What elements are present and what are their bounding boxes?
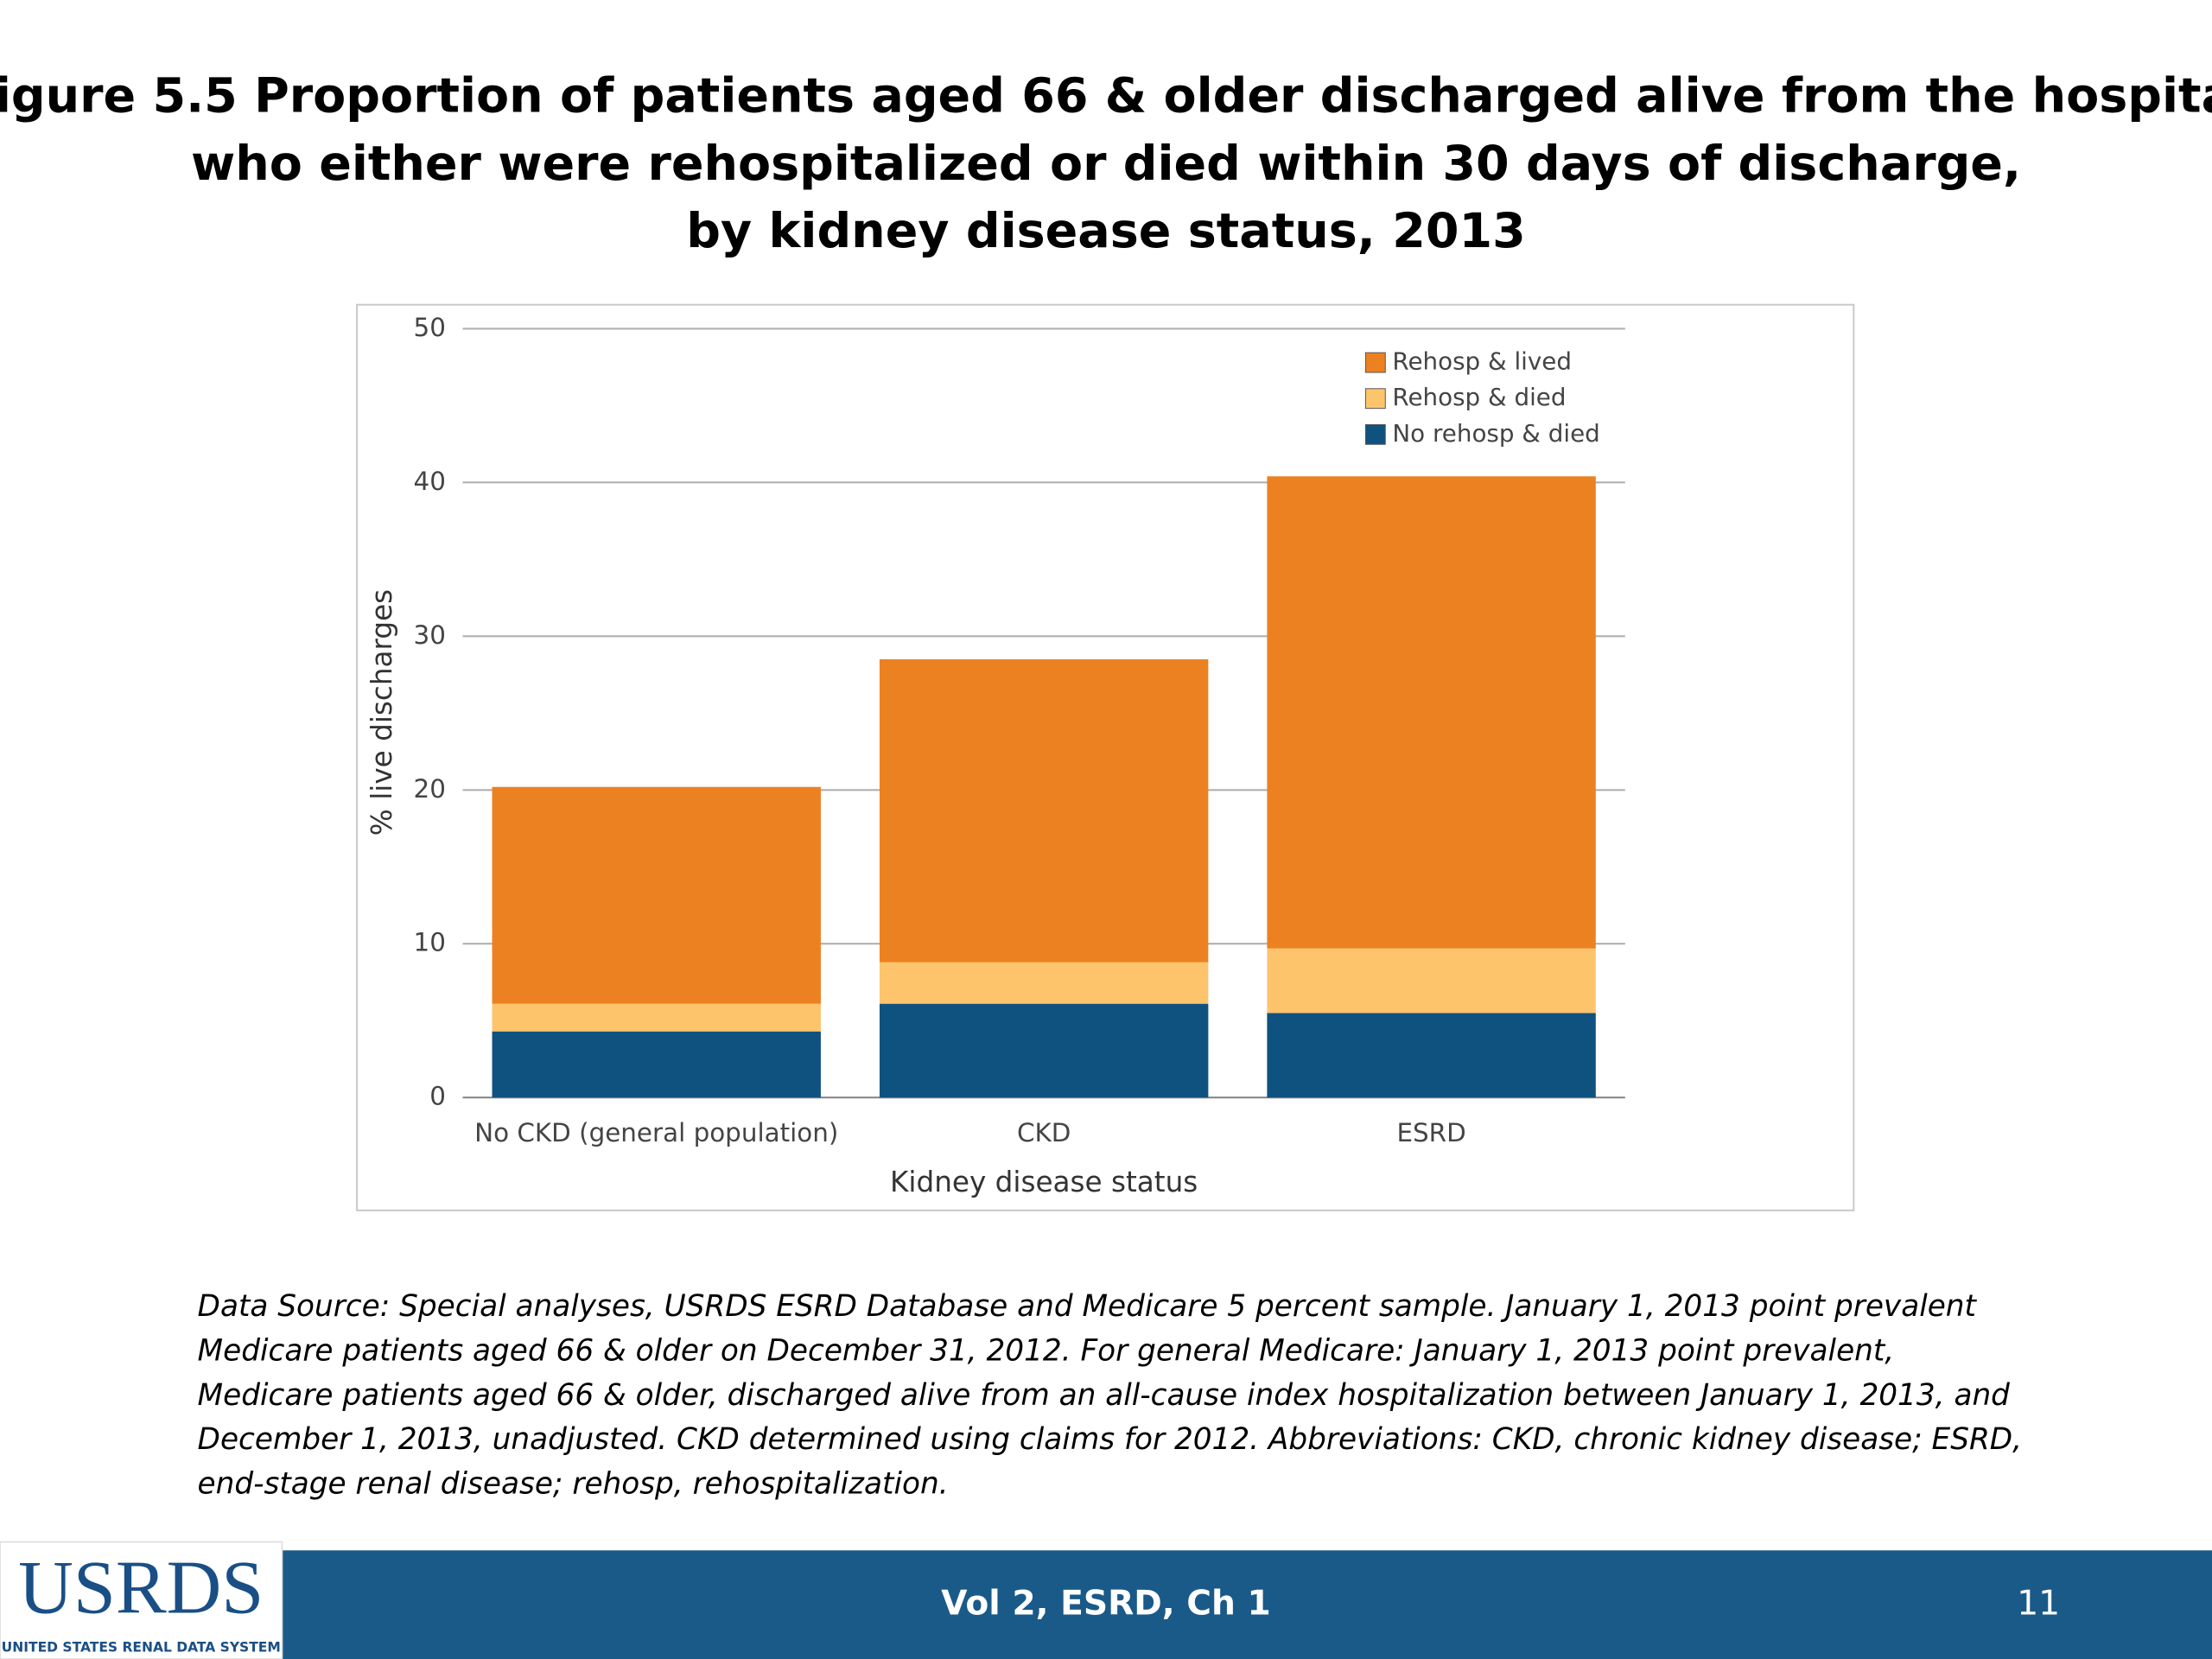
- x-tick-label: No CKD (general population): [474, 1118, 838, 1147]
- y-tick-label: 40: [414, 467, 446, 496]
- legend-label: Rehosp & died: [1392, 383, 1566, 411]
- bar-segment: [1267, 1013, 1596, 1098]
- legend-swatch: [1364, 423, 1386, 445]
- chart-title: who either were rehospitalized or died w…: [191, 136, 2021, 192]
- logo-box: [0, 1541, 283, 1659]
- y-tick-label: 20: [414, 774, 446, 804]
- source-note: end-stage renal disease; rehosp, rehospi…: [198, 1467, 949, 1502]
- source-note: December 1, 2013, unadjusted. CKD determ…: [198, 1422, 2022, 1457]
- x-axis-label: Kidney disease status: [890, 1166, 1198, 1198]
- chart-title: by kidney disease status, 2013: [686, 203, 1525, 259]
- y-tick-label: 50: [414, 313, 446, 342]
- logo-subtitle: UNITED STATES RENAL DATA SYSTEM: [2, 1639, 281, 1655]
- legend-label: Rehosp & lived: [1392, 347, 1572, 376]
- source-note: Medicare patients aged 66 & older on Dec…: [198, 1333, 1895, 1368]
- legend-swatch: [1364, 352, 1386, 373]
- footer-label: Vol 2, ESRD, Ch 1: [941, 1584, 1271, 1623]
- bar-segment: [1267, 476, 1596, 949]
- y-axis-label: % live discharges: [365, 589, 398, 836]
- y-tick-label: 0: [429, 1082, 446, 1111]
- source-note: Data Source: Special analyses, USRDS ESR…: [198, 1289, 1978, 1324]
- legend-swatch: [1364, 388, 1386, 410]
- bar-segment: [879, 962, 1209, 1004]
- bar-segment: [492, 1031, 821, 1098]
- x-tick-label: CKD: [1017, 1118, 1071, 1147]
- bar-segment: [879, 659, 1209, 963]
- bar-segment: [492, 786, 821, 1004]
- footer-bar: [282, 1550, 2212, 1659]
- y-tick-label: 30: [414, 620, 446, 650]
- x-tick-label: ESRD: [1396, 1118, 1465, 1147]
- y-tick-label: 10: [414, 928, 446, 957]
- chart-title: Figure 5.5 Proportion of patients aged 6…: [0, 67, 2212, 124]
- source-note: Medicare patients aged 66 & older, disch…: [198, 1378, 2011, 1413]
- bar-segment: [1267, 948, 1596, 1014]
- bar-segment: [492, 1003, 821, 1032]
- page-number: 11: [2017, 1584, 2060, 1623]
- logo: USRDS: [18, 1546, 264, 1630]
- legend-label: No rehosp & died: [1392, 419, 1599, 448]
- bar-segment: [879, 1003, 1209, 1098]
